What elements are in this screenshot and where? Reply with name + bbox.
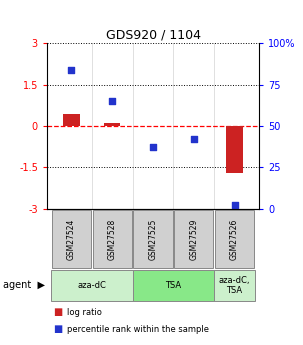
Bar (51, 270, 133, 300)
Bar (93, 210, 132, 268)
Bar (133, 210, 173, 268)
Bar (186, 126, 202, 127)
Text: GSM27524: GSM27524 (67, 218, 76, 259)
Text: GSM27525: GSM27525 (148, 218, 158, 259)
Point (232, 203, 237, 208)
Text: ■: ■ (53, 325, 62, 334)
Bar (215, 210, 254, 268)
Bar (174, 210, 213, 268)
Point (151, 145, 155, 150)
Text: GSM27529: GSM27529 (189, 218, 198, 259)
Text: log ratio: log ratio (67, 308, 102, 317)
Bar (52, 210, 91, 268)
Text: aza-dC: aza-dC (77, 281, 106, 290)
Point (110, 98, 115, 104)
Text: TSA: TSA (165, 281, 181, 290)
Bar (104, 122, 120, 126)
Bar (63, 114, 80, 126)
Text: GSM27528: GSM27528 (108, 218, 117, 259)
Text: agent  ▶: agent ▶ (3, 280, 45, 290)
Point (69, 67, 74, 72)
Text: GSM27526: GSM27526 (230, 218, 239, 259)
Bar (133, 270, 214, 300)
Text: ■: ■ (53, 307, 62, 317)
Text: percentile rank within the sample: percentile rank within the sample (67, 325, 209, 334)
Bar (214, 270, 255, 300)
Bar (226, 126, 243, 173)
Title: GDS920 / 1104: GDS920 / 1104 (105, 29, 201, 42)
Point (191, 136, 196, 142)
Text: aza-dC,
TSA: aza-dC, TSA (219, 276, 250, 295)
